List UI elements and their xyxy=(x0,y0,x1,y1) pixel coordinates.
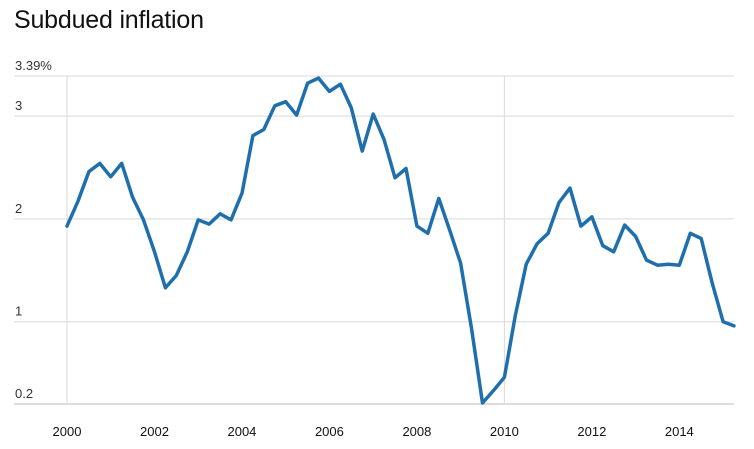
x-tick-label: 2008 xyxy=(402,424,431,439)
vertical-gridlines xyxy=(66,76,505,404)
x-tick-label: 2000 xyxy=(53,424,82,439)
y-tick-label: 1 xyxy=(15,304,22,319)
x-tick-label: 2012 xyxy=(577,424,606,439)
horizontal-gridlines xyxy=(14,75,734,405)
x-axis-tick-labels: 2000 2002 2004 2006 2008 2010 2012 2014 xyxy=(53,424,694,439)
x-tick-label: 2004 xyxy=(227,424,256,439)
x-tick-label: 2006 xyxy=(315,424,344,439)
chart-title: Subdued inflation xyxy=(14,6,204,34)
series-group xyxy=(65,76,736,405)
y-tick-label: 3.39% xyxy=(15,58,52,73)
x-tick-label: 2010 xyxy=(490,424,519,439)
y-tick-label: 3 xyxy=(15,98,22,113)
y-axis-tick-labels: 3.39% 3 2 1 0.2 xyxy=(15,58,52,401)
y-tick-label: 0.2 xyxy=(15,386,33,401)
x-tick-label: 2014 xyxy=(665,424,694,439)
x-tick-label: 2002 xyxy=(140,424,169,439)
series-line xyxy=(65,76,736,405)
y-tick-label: 2 xyxy=(15,201,22,216)
